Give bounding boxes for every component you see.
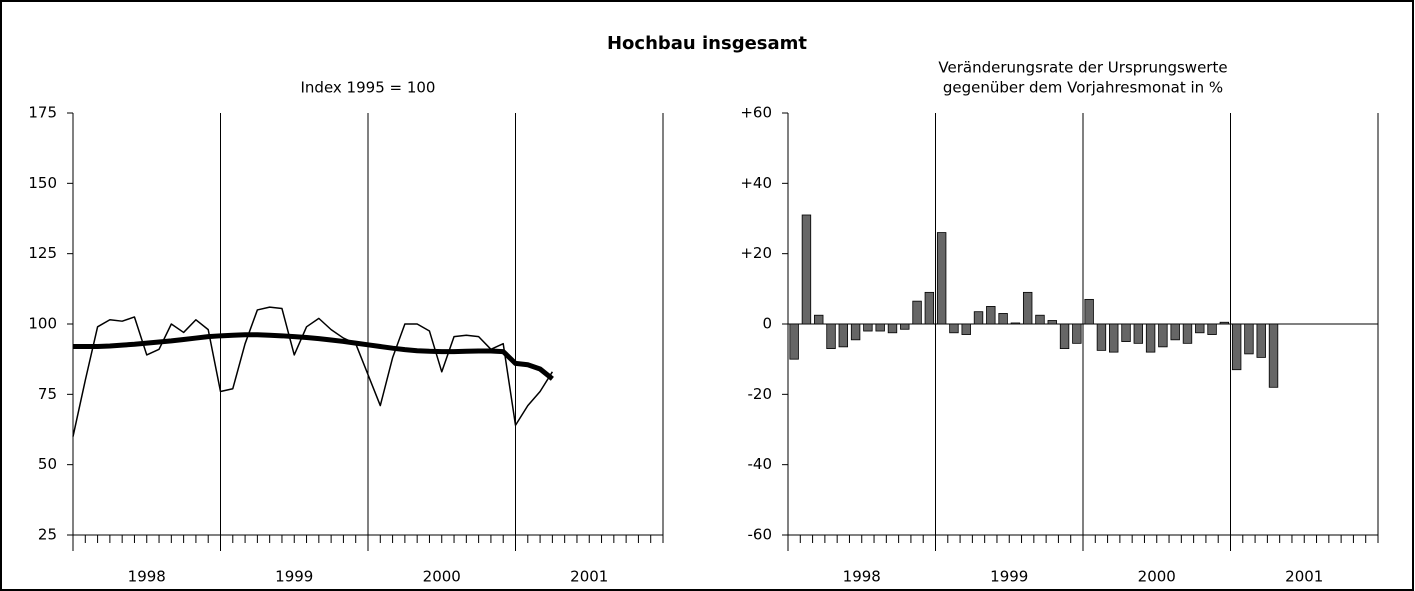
bar [1207, 323, 1217, 335]
bar [1182, 323, 1193, 344]
bar [1219, 321, 1230, 325]
bar [1231, 323, 1242, 371]
y-tick-label: +20 [740, 244, 772, 262]
x-group-label: 2001 [570, 568, 608, 586]
bar [1096, 323, 1107, 351]
bar [998, 313, 1008, 325]
y-tick-label: 0 [762, 315, 772, 333]
bar [801, 214, 812, 325]
bar [814, 314, 824, 325]
bar [850, 323, 861, 341]
y-tick-label: +40 [740, 174, 772, 192]
x-group-label: 2001 [1285, 568, 1323, 586]
y-tick-label: 175 [28, 104, 57, 122]
bar [1145, 323, 1156, 353]
x-group-label: 2000 [1138, 568, 1176, 586]
y-tick-label: -60 [748, 526, 773, 544]
x-group-label: 1998 [128, 568, 166, 586]
y-tick-label: -40 [748, 455, 773, 473]
bar [924, 291, 935, 325]
bar [887, 323, 898, 334]
y-tick-label: 75 [38, 385, 57, 403]
bar [1170, 323, 1180, 341]
bar [1121, 323, 1131, 342]
y-tick-label: -20 [748, 385, 773, 403]
bar [973, 311, 984, 325]
bar [1133, 323, 1144, 344]
bar [1047, 320, 1057, 325]
bar [1256, 323, 1266, 358]
bar [838, 323, 849, 348]
bar [1022, 291, 1033, 325]
bar [1195, 323, 1205, 334]
bar [1059, 323, 1070, 350]
subtitle: Index 1995 = 100 [301, 79, 436, 97]
bar [1244, 323, 1254, 355]
y-tick-label: 100 [28, 315, 57, 333]
bar [936, 232, 947, 325]
page-title: Hochbau insgesamt [607, 33, 807, 54]
bar [1072, 323, 1082, 344]
x-group-label: 1999 [990, 568, 1028, 586]
x-group-label: 1999 [275, 568, 313, 586]
y-tick-label: +60 [740, 104, 772, 122]
bar [949, 323, 959, 334]
data-line [72, 306, 554, 437]
y-tick-label: 25 [38, 526, 57, 544]
bar [1084, 298, 1094, 325]
bar [875, 323, 885, 332]
bar [961, 323, 971, 335]
subtitle: gegenüber dem Vorjahresmonat in % [943, 79, 1223, 97]
bar [1035, 314, 1045, 325]
y-tick-label: 150 [28, 174, 57, 192]
bar [900, 323, 910, 330]
data-line [73, 332, 554, 381]
bar [986, 306, 996, 325]
x-group-label: 2000 [423, 568, 461, 586]
bar [863, 323, 873, 332]
subtitle: Veränderungsrate der Ursprungswerte [938, 59, 1227, 77]
bar [1010, 322, 1021, 325]
x-group-label: 1998 [843, 568, 881, 586]
y-tick-label: 125 [28, 244, 57, 262]
bar [789, 323, 799, 360]
bar [1268, 323, 1279, 388]
bar [1109, 323, 1119, 353]
bar [1158, 323, 1168, 348]
y-tick-label: 50 [38, 455, 57, 473]
bar [826, 323, 836, 350]
bar [912, 300, 922, 325]
